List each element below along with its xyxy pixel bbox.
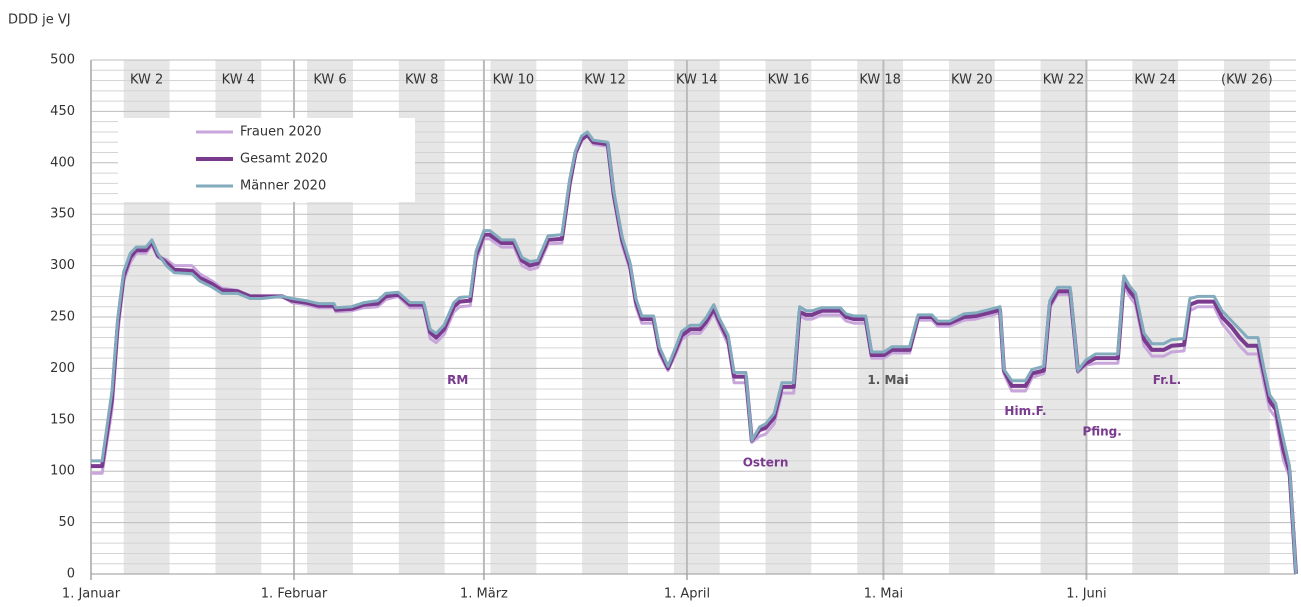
annotation: Ostern [743, 455, 789, 469]
y-tick-label: 250 [50, 310, 75, 325]
y-tick-label: 400 [50, 155, 75, 170]
week-label: KW 8 [405, 73, 438, 88]
legend-label: Männer 2020 [240, 179, 326, 194]
annotation: Him.F. [1004, 404, 1046, 418]
week-label: KW 4 [222, 73, 255, 88]
week-label: KW 10 [493, 73, 535, 88]
x-tick-label: 1. Januar [62, 587, 121, 602]
y-tick-label: 150 [50, 412, 75, 427]
y-tick-label: 450 [50, 104, 75, 119]
annotation: 1. Mai [867, 373, 908, 387]
week-label: KW 22 [1043, 73, 1085, 88]
week-label: KW 14 [676, 73, 718, 88]
week-label: KW 24 [1134, 73, 1176, 88]
annotation: RM [447, 373, 468, 387]
y-tick-label: 50 [58, 515, 75, 530]
y-tick-label: 100 [50, 464, 75, 479]
legend-box [118, 118, 415, 202]
x-tick-label: 1. April [664, 587, 710, 602]
week-label: (KW 26) [1221, 73, 1273, 88]
week-label: KW 16 [768, 73, 810, 88]
week-label: KW 20 [951, 73, 993, 88]
series-line [91, 130, 1298, 575]
week-label: KW 12 [584, 73, 626, 88]
x-tick-label: 1. Juni [1066, 587, 1106, 602]
y-tick-label: 200 [50, 361, 75, 376]
annotation: Pfing. [1082, 425, 1121, 439]
legend-label: Gesamt 2020 [240, 152, 328, 167]
x-tick-label: 1. Mai [864, 587, 903, 602]
week-label: KW 6 [313, 73, 346, 88]
x-tick-label: 1. März [460, 587, 508, 602]
annotation: Fr.L. [1153, 373, 1181, 387]
x-tick-label: 1. Februar [261, 587, 328, 602]
legend-label: Frauen 2020 [240, 125, 322, 140]
week-label: KW 18 [859, 73, 901, 88]
y-tick-label: 300 [50, 258, 75, 273]
y-tick-label: 0 [67, 567, 75, 582]
week-label: KW 2 [130, 73, 163, 88]
y-axis-label: DDD je VJ [8, 13, 71, 28]
y-tick-label: 500 [50, 53, 75, 68]
y-tick-label: 350 [50, 207, 75, 222]
